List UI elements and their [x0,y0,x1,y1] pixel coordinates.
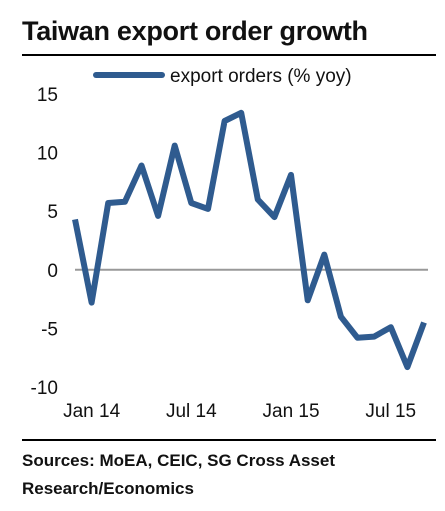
x-tick-label: Jan 15 [263,401,320,422]
x-tick-label: Jul 14 [166,401,217,422]
source-line-1: Sources: MoEA, CEIC, SG Cross Asset [22,451,336,470]
y-tick-label: 5 [47,202,58,223]
chart-title: Taiwan export order growth [22,16,368,46]
y-tick-label: 0 [47,261,58,282]
source-divider [22,439,436,441]
x-axis: Jan 14 Jul 14 Jan 15 Jul 15 [63,401,416,422]
y-tick-label: 15 [37,85,58,106]
y-axis: 15 10 5 0 -5 -10 [31,85,58,399]
y-tick-label: 10 [37,144,58,165]
source-note: Sources: MoEA, CEIC, SG Cross Asset Rese… [22,447,436,503]
y-tick-label: -5 [41,319,58,340]
x-tick-label: Jul 15 [365,401,416,422]
legend: export orders (% yoy) [93,66,352,87]
line-chart: export orders (% yoy) 15 10 5 0 -5 -10 Jan 14… [31,66,428,422]
y-tick-label: -10 [31,378,58,399]
x-tick-label: Jan 14 [63,401,120,422]
title-divider [22,54,436,56]
source-line-2: Research/Economics [22,479,194,498]
series-line [72,109,427,371]
legend-label: export orders (% yoy) [170,66,352,87]
series-group [72,109,427,371]
